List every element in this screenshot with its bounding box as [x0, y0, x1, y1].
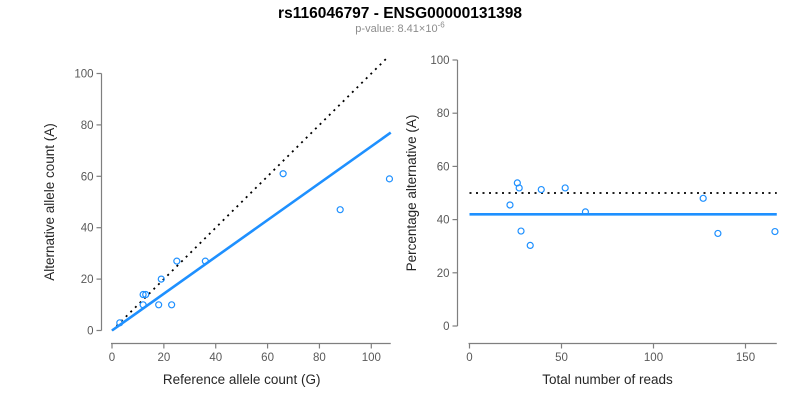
data-point	[168, 301, 176, 309]
y-tick-label: 80	[81, 120, 94, 132]
data-point	[155, 301, 163, 309]
data-point	[515, 184, 523, 192]
pvalue-text: p-value: 8.41×10	[355, 23, 438, 35]
data-point	[173, 257, 181, 265]
x-tick-label: 60	[261, 352, 274, 364]
data-point	[201, 257, 209, 265]
y-tick-label: 100	[430, 55, 449, 67]
data-point	[561, 184, 569, 192]
data-point	[526, 241, 534, 250]
pvalue-subtitle: p-value: 8.41×10-6	[0, 20, 800, 35]
y-tick-label: 100	[74, 69, 93, 81]
y-tick-label: 20	[437, 268, 450, 280]
regression-line	[111, 131, 392, 332]
y-tick-label: 60	[81, 171, 94, 183]
y-tick-label: 0	[443, 321, 449, 333]
x-axis-title: Reference allele count (G)	[163, 372, 321, 387]
y-tick-label: 60	[437, 161, 450, 173]
data-point	[517, 227, 525, 235]
data-point	[157, 275, 165, 283]
data-point	[506, 201, 514, 209]
x-tick-label: 100	[644, 352, 663, 364]
data-point	[771, 227, 779, 236]
data-point	[139, 301, 147, 309]
y-axis-title: Alternative allele count (A)	[42, 123, 57, 281]
data-point	[385, 175, 394, 183]
x-tick-label: 80	[313, 352, 326, 364]
data-point	[581, 208, 590, 216]
x-tick-label: 40	[209, 352, 222, 364]
x-tick-label: 150	[736, 352, 755, 364]
data-point	[699, 194, 707, 202]
data-point	[279, 170, 287, 178]
x-tick-label: 0	[466, 352, 472, 364]
data-point	[139, 290, 147, 299]
y-tick-label: 40	[437, 215, 450, 227]
x-axis-title: Total number of reads	[542, 372, 673, 387]
x-tick-label: 100	[362, 352, 381, 364]
data-point	[537, 185, 545, 194]
x-tick-label: 20	[157, 352, 170, 364]
x-tick-label: 50	[555, 352, 568, 364]
figure-title: rs116046797 - ENSG00000131398	[278, 5, 522, 22]
y-tick-label: 0	[87, 326, 93, 338]
x-tick-label: 0	[109, 352, 115, 364]
data-point	[336, 206, 344, 214]
data-point	[714, 229, 722, 238]
identity-line	[111, 57, 388, 332]
data-point	[142, 290, 150, 299]
y-tick-label: 40	[81, 223, 94, 235]
pvalue-exponent: -6	[437, 20, 445, 30]
y-tick-label: 20	[81, 274, 94, 286]
data-point	[116, 319, 124, 327]
y-axis-title: Percentage alternative (A)	[404, 115, 419, 272]
y-tick-label: 80	[437, 108, 450, 120]
